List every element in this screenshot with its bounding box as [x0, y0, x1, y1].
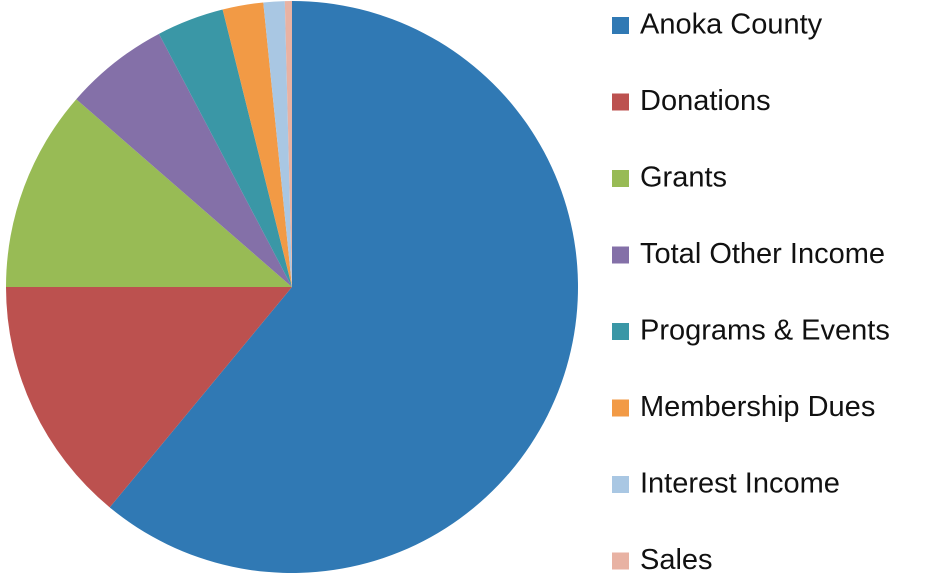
pie-slice	[6, 287, 292, 508]
pie-slice	[158, 9, 292, 288]
pie-slice	[6, 99, 292, 287]
pie-slice	[76, 33, 292, 287]
legend-label: Interest Income	[640, 468, 840, 500]
pie-slice	[109, 1, 578, 573]
legend-swatch	[612, 476, 629, 493]
legend-swatch	[612, 552, 629, 570]
legend-label: Sales	[640, 544, 713, 576]
legend-swatch	[612, 399, 629, 417]
legend-label: Total Other Income	[640, 238, 885, 270]
legend-label: Donations	[640, 85, 771, 117]
legend-label: Grants	[640, 162, 727, 194]
legend-swatch	[612, 93, 629, 111]
pie-slice	[284, 1, 292, 287]
legend-swatch	[612, 246, 629, 264]
legend-label: Anoka County	[640, 9, 823, 41]
legend-label: Programs & Events	[640, 315, 890, 347]
legend-swatch	[612, 17, 629, 34]
legend-swatch	[612, 323, 629, 340]
legend-label: Membership Dues	[640, 391, 875, 423]
pie-slice	[263, 1, 292, 287]
pie-slice	[222, 2, 292, 288]
legend-swatch	[612, 170, 629, 187]
